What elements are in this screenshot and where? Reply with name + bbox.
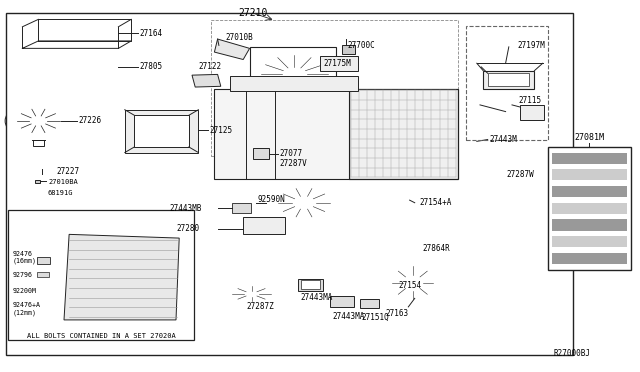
Bar (349, 89, 458, 179)
Text: 27122: 27122 (198, 62, 221, 71)
Ellipse shape (244, 291, 259, 297)
Bar (552, 236, 627, 247)
Text: 27125: 27125 (209, 126, 232, 135)
Text: 27175M: 27175M (323, 60, 351, 68)
Text: 27210: 27210 (238, 8, 268, 18)
Bar (548, 147, 631, 270)
Bar (483, 71, 534, 89)
Text: 27115: 27115 (518, 96, 541, 105)
Ellipse shape (390, 265, 435, 301)
Text: 27287V: 27287V (280, 159, 307, 168)
Circle shape (16, 108, 61, 134)
Bar (134, 115, 189, 147)
Circle shape (31, 116, 46, 125)
Bar (466, 26, 548, 140)
Text: 27287Z: 27287Z (246, 302, 274, 311)
Bar (330, 296, 354, 307)
Text: 27287W: 27287W (507, 170, 534, 179)
Circle shape (294, 197, 314, 209)
Text: 27226: 27226 (79, 116, 102, 125)
Bar (8, 210, 194, 340)
Ellipse shape (231, 286, 273, 302)
Bar (298, 279, 323, 291)
Bar (6, 13, 573, 355)
Text: 27443MB: 27443MB (169, 204, 202, 213)
Bar (37, 272, 49, 277)
Ellipse shape (383, 259, 443, 307)
Text: 27163: 27163 (385, 309, 408, 318)
Text: 27010B: 27010B (225, 33, 253, 42)
Bar (37, 257, 50, 264)
Bar (360, 299, 379, 308)
Polygon shape (64, 234, 69, 320)
Text: 27227: 27227 (56, 167, 79, 176)
Text: 92476
(16mm): 92476 (16mm) (13, 251, 36, 264)
Bar (230, 76, 358, 91)
Text: 27164: 27164 (140, 29, 163, 38)
Circle shape (266, 180, 342, 225)
Bar (250, 46, 336, 104)
Bar (520, 105, 544, 120)
Circle shape (5, 102, 72, 140)
Bar (232, 203, 251, 213)
Text: 27010BA: 27010BA (48, 179, 77, 185)
Circle shape (283, 68, 306, 81)
Bar (35, 180, 40, 183)
Circle shape (40, 167, 52, 175)
Text: 27443MA: 27443MA (301, 293, 333, 302)
Text: 27443MA: 27443MA (333, 312, 365, 321)
Text: 27077: 27077 (280, 149, 303, 158)
FancyBboxPatch shape (53, 39, 136, 83)
Polygon shape (192, 74, 221, 87)
Text: 27197M: 27197M (517, 41, 545, 50)
Circle shape (277, 187, 331, 218)
Bar (552, 219, 627, 231)
Bar (243, 217, 285, 234)
Text: 92590N: 92590N (257, 195, 285, 203)
Bar (211, 20, 458, 156)
Circle shape (246, 46, 342, 102)
Text: 27443M: 27443M (490, 135, 517, 144)
Text: 27280: 27280 (177, 224, 200, 233)
Text: 27864R: 27864R (422, 244, 450, 253)
Ellipse shape (403, 275, 422, 290)
Polygon shape (461, 134, 483, 149)
FancyBboxPatch shape (64, 45, 125, 77)
Text: 27805: 27805 (140, 62, 163, 71)
Text: 27154+A: 27154+A (419, 198, 452, 207)
Bar (488, 73, 529, 86)
Text: ALL BOLTS CONTAINED IN A SET 27020A: ALL BOLTS CONTAINED IN A SET 27020A (27, 333, 175, 339)
Bar (552, 169, 627, 180)
Bar (301, 280, 320, 289)
Bar (552, 186, 627, 197)
Text: 27151Q: 27151Q (362, 313, 389, 322)
Circle shape (36, 191, 44, 195)
Bar (214, 89, 349, 179)
Bar (125, 110, 198, 153)
Text: 27154: 27154 (398, 281, 421, 290)
Bar (33, 140, 44, 146)
Polygon shape (64, 234, 179, 320)
Polygon shape (64, 317, 179, 320)
Bar (253, 148, 269, 159)
Polygon shape (214, 39, 250, 60)
Bar (320, 56, 358, 71)
Bar (552, 253, 627, 264)
Text: 92796: 92796 (13, 272, 33, 278)
Circle shape (259, 54, 330, 95)
Text: 68191G: 68191G (48, 190, 74, 196)
Bar (552, 153, 627, 164)
Text: 92200M: 92200M (13, 288, 36, 294)
Ellipse shape (223, 282, 280, 305)
Bar (552, 203, 627, 214)
Text: 27700C: 27700C (348, 41, 375, 50)
Text: 92476+A
(12mm): 92476+A (12mm) (13, 302, 41, 315)
Text: 27081M: 27081M (575, 133, 604, 142)
Bar (342, 45, 355, 54)
Text: R27000BJ: R27000BJ (553, 349, 590, 358)
Circle shape (35, 251, 52, 262)
Polygon shape (486, 169, 534, 190)
